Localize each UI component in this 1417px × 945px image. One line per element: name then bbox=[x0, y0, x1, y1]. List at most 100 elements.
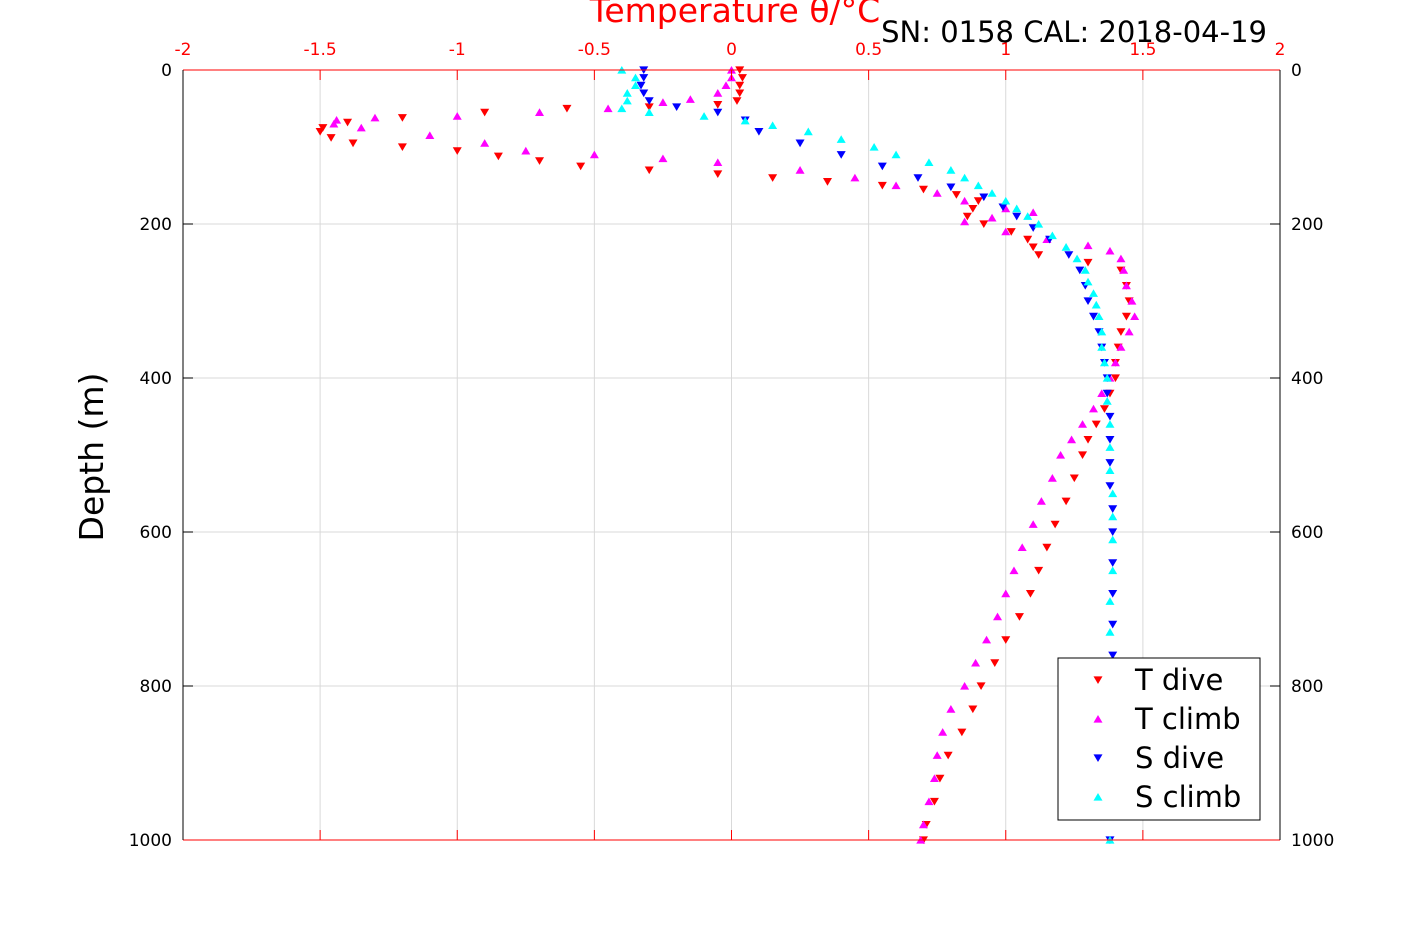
data-point bbox=[713, 108, 723, 117]
x-tick-label: -0.5 bbox=[578, 40, 611, 60]
data-point bbox=[960, 681, 970, 690]
legend-box bbox=[1057, 657, 1261, 821]
data-point bbox=[979, 220, 989, 229]
x-axis-title: Temperature θ/°C bbox=[589, 0, 880, 30]
data-point bbox=[343, 118, 353, 127]
data-point bbox=[1034, 251, 1044, 259]
data-point bbox=[1061, 243, 1071, 251]
data-point bbox=[1105, 628, 1115, 636]
data-point bbox=[929, 797, 939, 806]
data-point bbox=[535, 108, 545, 116]
data-point bbox=[1078, 451, 1088, 460]
data-point bbox=[685, 95, 695, 103]
data-point bbox=[968, 705, 978, 714]
data-point bbox=[318, 124, 328, 132]
data-point bbox=[1061, 497, 1071, 506]
data-point bbox=[951, 191, 961, 199]
x-tick-label: 1 bbox=[1000, 40, 1011, 60]
data-point bbox=[891, 181, 901, 190]
data-point bbox=[1102, 397, 1112, 405]
y-tick-label-left: 200 bbox=[140, 215, 172, 235]
data-point bbox=[356, 123, 366, 132]
data-point bbox=[877, 181, 887, 190]
data-point bbox=[658, 98, 668, 106]
data-point bbox=[1001, 636, 1011, 644]
data-point bbox=[1050, 520, 1060, 529]
y-tick-label-right: 400 bbox=[1291, 369, 1323, 389]
data-point bbox=[1001, 227, 1011, 236]
x-tick-label: 1.5 bbox=[1129, 40, 1156, 60]
data-point bbox=[1110, 374, 1120, 383]
data-point bbox=[1083, 277, 1093, 286]
y-tick-label-right: 1000 bbox=[1291, 831, 1334, 851]
data-point bbox=[1089, 289, 1099, 297]
data-point bbox=[617, 104, 627, 113]
data-point bbox=[1108, 620, 1118, 629]
data-point bbox=[562, 104, 572, 113]
data-point bbox=[932, 751, 942, 759]
data-point bbox=[1105, 597, 1115, 605]
data-point bbox=[1105, 420, 1115, 428]
data-point bbox=[1102, 373, 1112, 382]
data-point bbox=[480, 139, 490, 147]
data-point bbox=[631, 81, 641, 89]
data-point bbox=[1099, 405, 1109, 413]
data-point bbox=[639, 89, 649, 98]
data-point bbox=[982, 635, 992, 644]
data-point bbox=[1108, 528, 1118, 537]
data-point bbox=[962, 212, 972, 221]
y-tick-label-left: 1000 bbox=[129, 831, 172, 851]
data-point bbox=[1083, 297, 1093, 306]
data-point bbox=[973, 197, 983, 205]
data-point bbox=[735, 89, 745, 98]
data-point bbox=[987, 213, 997, 222]
x-tick-label: 0 bbox=[726, 40, 737, 60]
data-point bbox=[987, 189, 997, 197]
data-point bbox=[1108, 590, 1118, 598]
data-point bbox=[924, 158, 934, 166]
data-point bbox=[946, 166, 956, 174]
data-point bbox=[480, 108, 490, 117]
data-point bbox=[644, 97, 654, 105]
data-point bbox=[1042, 543, 1052, 552]
y-tick-label-right: 800 bbox=[1291, 677, 1323, 697]
data-point bbox=[1119, 266, 1129, 274]
data-point bbox=[918, 185, 928, 194]
data-point bbox=[1014, 613, 1024, 621]
data-point bbox=[1108, 489, 1118, 498]
data-point bbox=[1034, 566, 1044, 575]
data-point bbox=[1023, 212, 1033, 220]
data-point bbox=[946, 705, 956, 713]
chart-title: SN: 0158 CAL: 2018-04-19 bbox=[881, 15, 1267, 49]
data-point bbox=[754, 128, 764, 136]
data-point bbox=[644, 166, 654, 175]
data-point bbox=[397, 114, 407, 122]
data-point bbox=[636, 81, 646, 90]
data-point bbox=[1108, 559, 1118, 567]
x-tick-label: 2 bbox=[1275, 40, 1286, 60]
y-tick-label-left: 0 bbox=[161, 61, 172, 81]
legend-marker bbox=[1093, 714, 1103, 723]
data-point bbox=[1116, 328, 1126, 336]
data-point bbox=[850, 173, 860, 182]
data-point bbox=[1105, 246, 1115, 255]
data-point bbox=[1108, 566, 1118, 575]
data-point bbox=[1105, 436, 1115, 444]
data-point bbox=[960, 173, 970, 182]
data-point bbox=[1089, 312, 1099, 321]
legend-label: S dive bbox=[1135, 741, 1224, 775]
data-point bbox=[1121, 312, 1131, 321]
data-point bbox=[935, 774, 945, 783]
data-point bbox=[1094, 312, 1104, 320]
data-point bbox=[1091, 300, 1101, 309]
data-point bbox=[1083, 241, 1093, 250]
data-point bbox=[932, 189, 942, 197]
data-point bbox=[957, 728, 967, 737]
data-point bbox=[1069, 474, 1079, 483]
data-point bbox=[998, 203, 1008, 212]
data-point bbox=[1105, 482, 1115, 490]
data-point bbox=[713, 170, 723, 178]
data-point bbox=[1072, 254, 1082, 263]
